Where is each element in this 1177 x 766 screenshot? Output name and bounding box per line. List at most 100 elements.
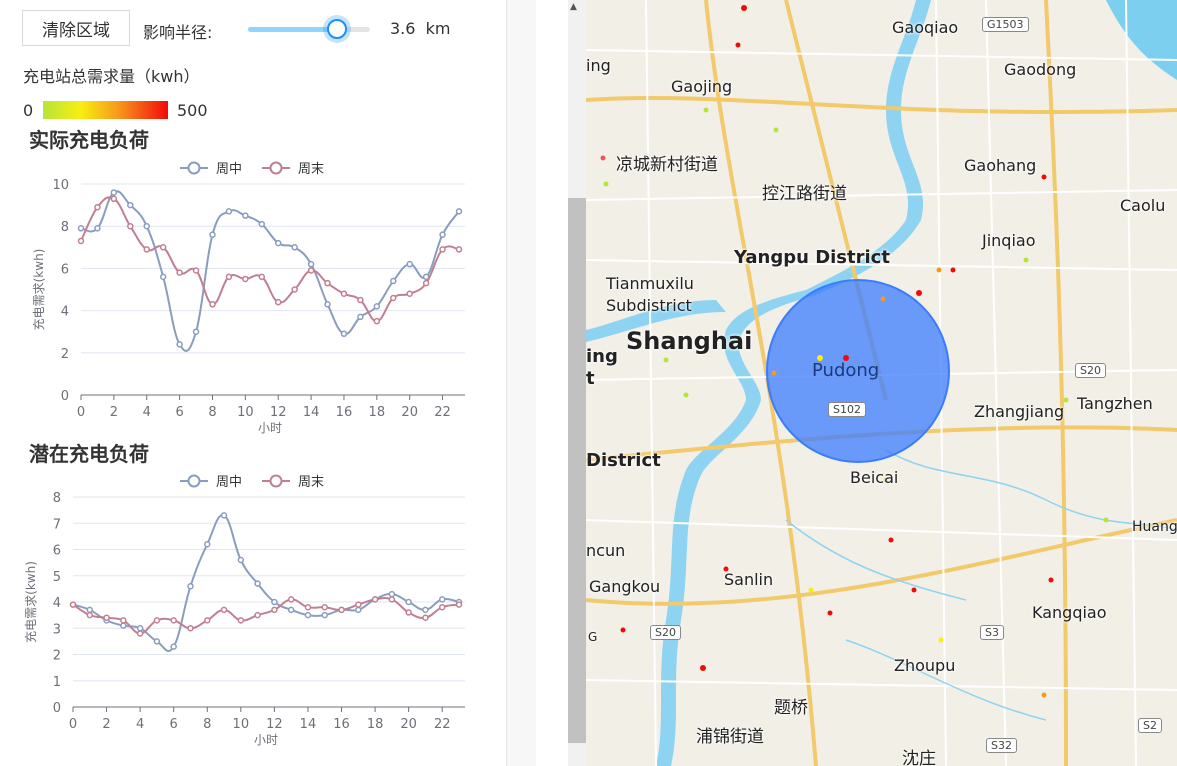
data-point <box>77 237 85 245</box>
data-point <box>274 239 282 247</box>
data-point <box>271 598 278 606</box>
data-point <box>192 267 200 274</box>
chart-title-actual: 实际充电负荷 <box>29 128 149 152</box>
data-point <box>103 614 110 621</box>
panel-gutter <box>507 0 536 766</box>
map-label: Jinqiao <box>982 231 1036 250</box>
data-point <box>170 617 177 624</box>
map-label: Gaoqiao <box>892 18 959 37</box>
y-tick-label: 2 <box>61 347 69 362</box>
data-point <box>153 638 161 645</box>
map-label: 凉城新村街道 <box>616 155 718 175</box>
y-tick-label: 4 <box>53 596 61 611</box>
data-point <box>153 617 161 624</box>
chart-title-potential: 潜在充电负荷 <box>29 442 149 466</box>
legend-label: 周末 <box>298 475 324 490</box>
x-tick-label: 6 <box>175 405 183 420</box>
data-point <box>176 269 183 276</box>
x-tick-label: 22 <box>434 405 451 420</box>
data-point <box>187 625 194 632</box>
map-label: Tangzhen <box>1077 394 1153 413</box>
map-label: District <box>586 450 661 471</box>
data-point <box>86 611 94 619</box>
road-shield: S102 <box>828 402 866 417</box>
x-tick-label: 20 <box>400 717 417 732</box>
data-point <box>304 604 312 611</box>
y-tick-label: 8 <box>61 220 69 235</box>
x-tick-label: 0 <box>69 717 77 732</box>
x-tick-label: 12 <box>266 717 283 732</box>
data-point <box>340 330 348 338</box>
data-point <box>321 611 328 619</box>
data-point <box>455 246 463 253</box>
data-point <box>291 286 298 293</box>
scrollbar-thumb[interactable] <box>568 198 586 743</box>
data-point <box>242 275 249 283</box>
map-label: 题桥 <box>774 698 808 718</box>
data-point <box>86 606 94 614</box>
data-point <box>187 583 194 590</box>
data-point <box>455 601 463 608</box>
road-shield: S20 <box>1075 363 1106 378</box>
radius-value: 3.6 km <box>390 19 451 38</box>
influence-area <box>766 279 950 463</box>
data-point <box>204 541 211 548</box>
x-tick-label: 22 <box>434 717 451 732</box>
data-point <box>405 609 412 616</box>
data-point <box>357 313 364 321</box>
radius-slider-handle[interactable] <box>327 19 348 39</box>
data-point <box>274 298 282 306</box>
data-point <box>192 328 200 335</box>
data-point <box>406 290 413 297</box>
map-label: Shanghai <box>626 327 753 355</box>
data-point <box>127 222 134 230</box>
data-point <box>355 606 362 614</box>
canals <box>785 449 1177 721</box>
road-shield: S20 <box>650 625 681 640</box>
color-legend-max: 500 <box>177 101 208 120</box>
y-tick-label: 4 <box>61 305 69 320</box>
clear-area-button[interactable]: 清除区域 <box>22 10 130 46</box>
map-label: 浦锦街道 <box>696 727 764 747</box>
data-point <box>338 606 345 614</box>
actual-load-chart: 周中 周末 0 2 4 6 8 10 0 2 4 6 8 10 12 14 16 18 20 22 小时 充电需求(kwh… <box>31 161 465 435</box>
data-point <box>324 301 331 308</box>
data-point <box>371 596 379 603</box>
series-line <box>72 514 460 652</box>
y-tick-label: 6 <box>61 262 69 277</box>
data-point <box>220 606 228 614</box>
data-point <box>143 222 150 230</box>
y-tick-label: 1 <box>53 675 61 690</box>
x-tick-label: 10 <box>233 717 250 732</box>
data-point <box>237 617 245 624</box>
x-tick-label: 4 <box>136 717 144 732</box>
x-tick-label: 16 <box>333 717 350 732</box>
data-point <box>120 617 127 624</box>
creek <box>586 300 726 342</box>
legend-label: 周中 <box>216 475 242 490</box>
x-tick-label: 16 <box>336 405 353 420</box>
radius-label: 影响半径: <box>143 23 213 42</box>
data-point <box>439 246 446 253</box>
x-tick-label: 14 <box>300 717 317 732</box>
data-point <box>254 580 261 587</box>
x-tick-label: 18 <box>369 405 386 420</box>
map-label: G <box>588 630 598 644</box>
data-point <box>110 189 118 196</box>
data-point <box>94 203 101 211</box>
map-label: Beicai <box>850 468 899 487</box>
scroll-up-icon[interactable]: ▲ <box>570 2 577 12</box>
map-view[interactable]: Gaoqiao Gaodong Gaojing 凉城新村街道 控江路街道 Gao… <box>586 0 1177 766</box>
data-point <box>438 596 446 603</box>
legend-marker <box>269 474 283 488</box>
map-label: Huangl <box>1132 519 1177 535</box>
data-point <box>69 601 77 608</box>
left-panel <box>0 0 507 766</box>
y-tick-label: 2 <box>53 649 61 664</box>
map-label: Kangqiao <box>1032 603 1107 622</box>
data-point <box>321 604 328 611</box>
road-shield: S2 <box>1138 718 1162 733</box>
data-point <box>225 273 233 281</box>
data-point <box>77 225 85 232</box>
